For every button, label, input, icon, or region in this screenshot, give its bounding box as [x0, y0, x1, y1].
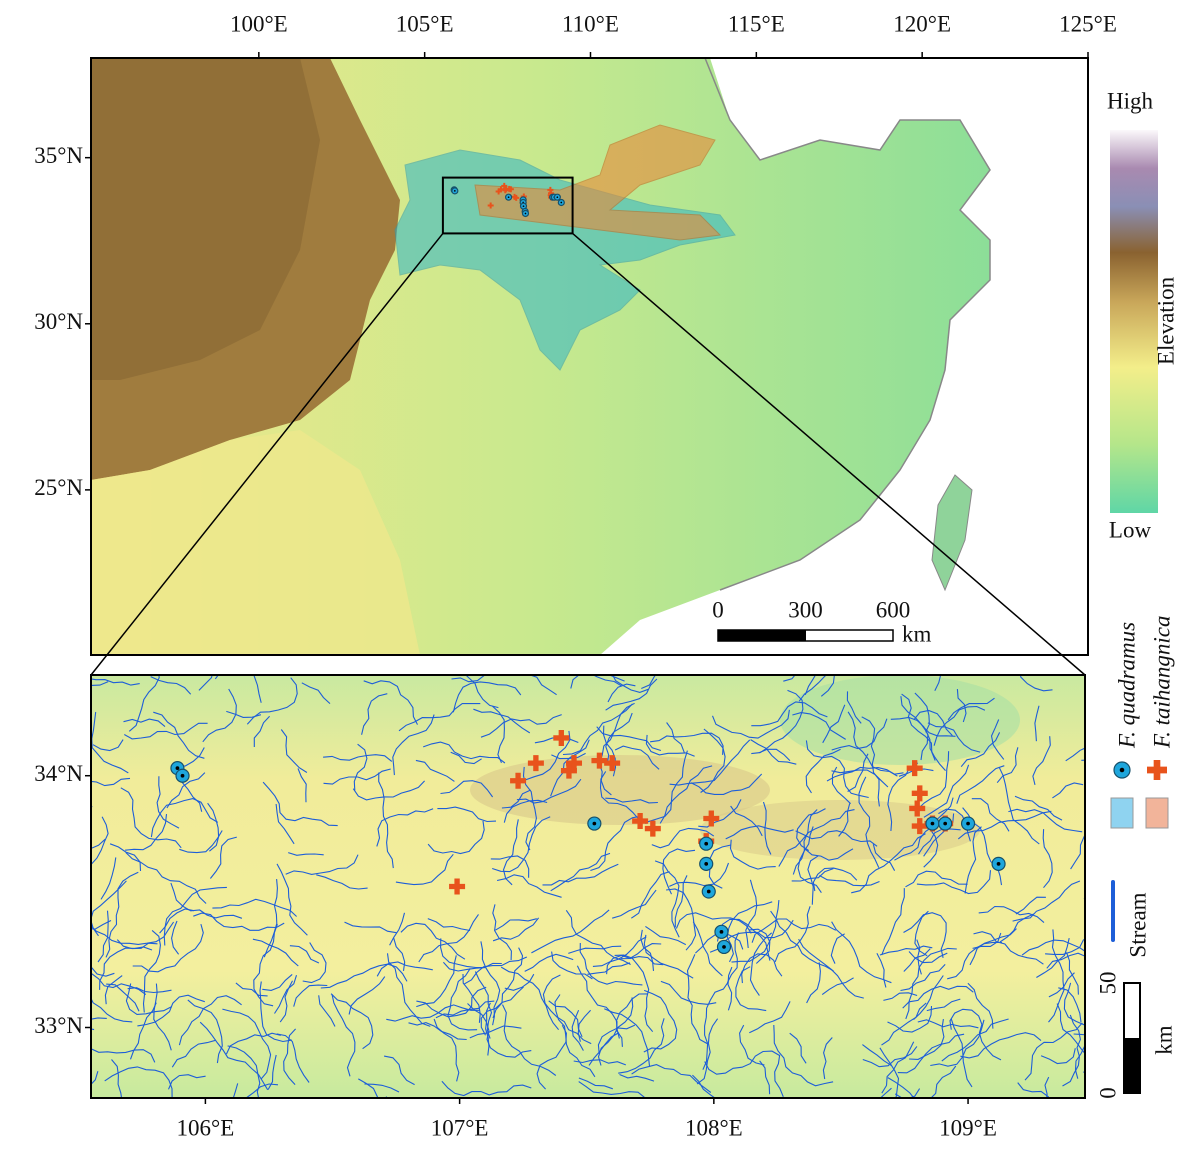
y-tick-label: 33°N	[34, 1013, 83, 1038]
occurrence-point-dot	[943, 822, 947, 826]
stream	[64, 1065, 91, 1099]
occurrence-point-dot	[560, 202, 562, 204]
scale-bar-label: 0	[1095, 1087, 1120, 1099]
elevation-title: Elevation	[1153, 276, 1178, 365]
x-tick-label: 107°E	[431, 1115, 489, 1140]
range-legend-swatch	[1146, 798, 1168, 828]
scale-bar-label: 300	[788, 597, 823, 622]
figure: High Low Elevation Stream km km 100°E 105…	[0, 0, 1178, 1144]
occurrence-point-dot	[707, 890, 711, 894]
x-tick-label: 106°E	[177, 1115, 235, 1140]
x-tick-label: 108°E	[685, 1115, 743, 1140]
detail-basemap	[20, 608, 1152, 1144]
occurrence-point	[1147, 760, 1167, 780]
scale-bar-unit: km	[1151, 1025, 1176, 1055]
x-tick-label: 120°E	[893, 11, 951, 36]
occurrence-point-dot	[704, 862, 708, 866]
x-tick-label: 125°E	[1059, 11, 1117, 36]
occurrence-point-dot	[704, 842, 708, 846]
scale-bar-unit: km	[902, 621, 932, 646]
scale-bar-fill	[1124, 1038, 1140, 1093]
occurrence-point-dot	[722, 945, 726, 949]
occurrence-point-dot	[1120, 768, 1125, 773]
range-legend-swatch	[1111, 798, 1133, 828]
elevation-colorbar	[1110, 130, 1158, 513]
occurrence-point-dot	[556, 196, 558, 198]
scale-bar-label: 50	[1095, 972, 1120, 995]
occurrence-point-dot	[966, 822, 970, 826]
occurrence-point-dot	[181, 774, 185, 778]
y-tick-label: 25°N	[34, 475, 83, 500]
occurrence-point-dot	[176, 766, 180, 770]
scale-bar-label: 0	[712, 597, 724, 622]
stream	[68, 791, 92, 837]
occurrence-point-dot	[592, 822, 596, 826]
y-tick-label: 30°N	[34, 309, 83, 334]
stream-legend-label: Stream	[1125, 892, 1150, 957]
species-legend-label: F. quadramus	[1114, 622, 1139, 749]
x-tick-label: 105°E	[396, 11, 454, 36]
occurrence-point-dot	[454, 190, 456, 192]
occurrence-point-dot	[997, 862, 1001, 866]
occurrence-point-dot	[523, 205, 525, 207]
occurrence-point-dot	[720, 930, 724, 934]
stream	[357, 1097, 387, 1145]
occurrence-point-dot	[508, 196, 510, 198]
elevation-low: Low	[1109, 517, 1152, 542]
scale-bar-fill	[718, 630, 806, 641]
overview-basemap	[91, 58, 1088, 655]
scale-bar-label: 600	[876, 597, 911, 622]
elevation-high: High	[1107, 88, 1154, 113]
x-tick-label: 100°E	[230, 11, 288, 36]
x-tick-label: 115°E	[728, 11, 785, 36]
species-legend-label: F. taihangnica	[1149, 616, 1174, 749]
y-tick-label: 34°N	[34, 761, 83, 786]
occurrence-point-dot	[525, 213, 527, 215]
y-tick-label: 35°N	[34, 143, 83, 168]
stream	[50, 804, 92, 812]
x-tick-label: 109°E	[939, 1115, 997, 1140]
x-tick-label: 110°E	[562, 11, 619, 36]
occurrence-point-dot	[931, 822, 935, 826]
